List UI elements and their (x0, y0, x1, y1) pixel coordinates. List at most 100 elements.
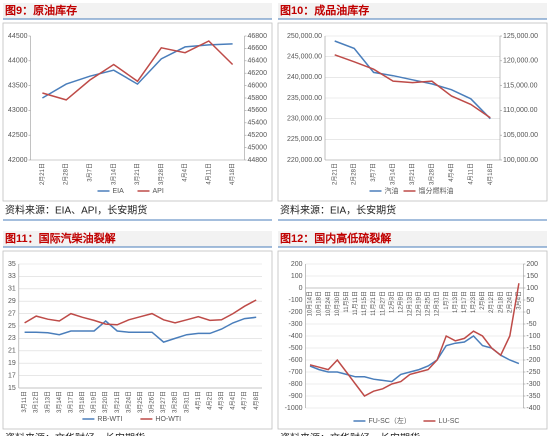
y2-tick-label: 46600 (248, 45, 268, 52)
y-tick-label: -1000 (285, 405, 303, 412)
y-tick-label: 44000 (8, 58, 28, 65)
y-tick-label: 25 (8, 323, 16, 330)
y-tick-label: 245,000.00 (287, 54, 322, 61)
y-tick-label: 44500 (8, 33, 28, 40)
y2-tick-label: 115,000.00 (503, 82, 538, 89)
y-tick-label: 200 (291, 261, 303, 268)
header-bar (278, 3, 547, 19)
panel-title: 图10：成品油库存 (280, 3, 369, 17)
x-tick-label: 4月3日 (218, 391, 225, 410)
y2-tick-label: 110,000.00 (503, 107, 538, 114)
x-tick-label: 2月18日 (497, 291, 504, 313)
y-tick-label: 19 (8, 360, 16, 367)
y2-tick-label: 45800 (248, 95, 268, 102)
legend-label: RB-WTI (97, 416, 122, 423)
y2-tick-label: -250 (526, 369, 540, 376)
chart-frame (277, 250, 548, 430)
series-line (334, 54, 491, 119)
y-tick-label: 220,000.00 (287, 157, 322, 164)
legend-label: HO-WTI (155, 416, 181, 423)
x-tick-label: 1月7日 (443, 291, 450, 310)
y-tick-label: -500 (288, 345, 302, 352)
x-tick-label: 4月4日 (448, 163, 455, 182)
y-tick-label: 33 (8, 273, 16, 280)
x-tick-label: 4月11日 (205, 163, 212, 185)
y2-tick-label: 46400 (248, 58, 268, 65)
y2-tick-label: -300 (526, 381, 540, 388)
x-tick-label: 3月21日 (134, 163, 141, 185)
panel-title: 图9：原油库存 (5, 3, 77, 17)
x-tick-label: 3月11日 (21, 391, 28, 413)
source-note: 资料来源：EIA、API，长安期货 (5, 204, 147, 217)
y2-tick-label: 100,000.00 (503, 157, 538, 164)
y2-tick-label: 46800 (248, 33, 268, 40)
y2-tick-label: 100 (526, 285, 538, 292)
x-tick-label: 12月13日 (406, 291, 413, 316)
x-tick-label: 11月27日 (379, 291, 386, 316)
y2-tick-label: 46200 (248, 70, 268, 77)
x-tick-label: 4月8日 (253, 391, 260, 410)
y-tick-label: -800 (288, 381, 302, 388)
x-tick-label: 3月31日 (183, 391, 190, 413)
y2-tick-label: 150 (526, 273, 538, 280)
series-line (334, 40, 491, 120)
x-tick-label: 10月18日 (316, 291, 323, 316)
source-note: 资料来源：EIA，长安期货 (280, 204, 396, 217)
chart-frame (2, 250, 273, 430)
x-tick-label: 4月2日 (206, 391, 213, 410)
x-tick-label: 4月18日 (487, 163, 494, 185)
y2-tick-label: 50 (526, 297, 534, 304)
x-tick-label: 2月12日 (488, 291, 495, 313)
y-tick-label: 29 (8, 298, 16, 305)
x-tick-label: 3月4日 (515, 291, 522, 310)
x-tick-label: 3月13日 (44, 391, 51, 413)
x-tick-label: 4月18日 (229, 163, 236, 185)
y-tick-label: -100 (288, 297, 302, 304)
x-tick-label: 2月28日 (63, 163, 70, 185)
header-bar (278, 231, 547, 247)
y-tick-label: 42000 (8, 157, 28, 164)
y-tick-label: -700 (288, 369, 302, 376)
x-tick-label: 3月17日 (67, 391, 74, 413)
series-line (24, 316, 257, 343)
header-bar (3, 231, 272, 247)
x-tick-label: 3月25日 (137, 391, 144, 413)
x-tick-label: 4月1日 (195, 391, 202, 410)
panel-title: 图11：国际汽柴油裂解 (5, 231, 116, 245)
x-tick-label: 3月28日 (172, 391, 179, 413)
x-tick-label: 3月14日 (56, 391, 63, 413)
y-tick-label: 250,000.00 (287, 33, 322, 40)
y-tick-label: 27 (8, 310, 16, 317)
y2-tick-label: 44800 (248, 157, 268, 164)
y-tick-label: 43000 (8, 107, 28, 114)
x-tick-label: 3月14日 (110, 163, 117, 185)
x-tick-label: 12月25日 (425, 291, 432, 316)
chart-frame (2, 22, 273, 202)
x-tick-label: 1月17日 (461, 291, 468, 313)
y-tick-label: 100 (291, 273, 303, 280)
legend-label: 馏分燃料油 (419, 186, 454, 195)
y-tick-label: -900 (288, 393, 302, 400)
legend-label: LU-SC (438, 418, 459, 425)
legend-label: FU-SC（左） (368, 416, 410, 425)
panel-title: 图12：国内高低硫裂解 (280, 231, 391, 245)
y-tick-label: 230,000.00 (287, 116, 322, 123)
y2-tick-label: 105,000.00 (503, 132, 538, 139)
y2-tick-label: 45000 (248, 144, 268, 151)
x-tick-label: 3月18日 (79, 391, 86, 413)
x-tick-label: 3月21日 (114, 391, 121, 413)
series-line (42, 40, 234, 101)
y-tick-label: 0 (299, 285, 303, 292)
legend-label: 汽油 (385, 186, 399, 195)
x-tick-label: 3月12日 (33, 391, 40, 413)
y2-tick-label: 46000 (248, 82, 268, 89)
y-tick-label: -400 (288, 333, 302, 340)
x-tick-label: 12月3日 (388, 291, 395, 313)
y-tick-label: 240,000.00 (287, 74, 322, 81)
x-tick-label: 4月4日 (182, 163, 189, 182)
x-tick-label: 11月15日 (361, 291, 368, 316)
x-tick-label: 1月13日 (452, 291, 459, 313)
y-tick-label: 31 (8, 286, 16, 293)
y2-tick-label: 200 (526, 261, 538, 268)
y-tick-label: -600 (288, 357, 302, 364)
